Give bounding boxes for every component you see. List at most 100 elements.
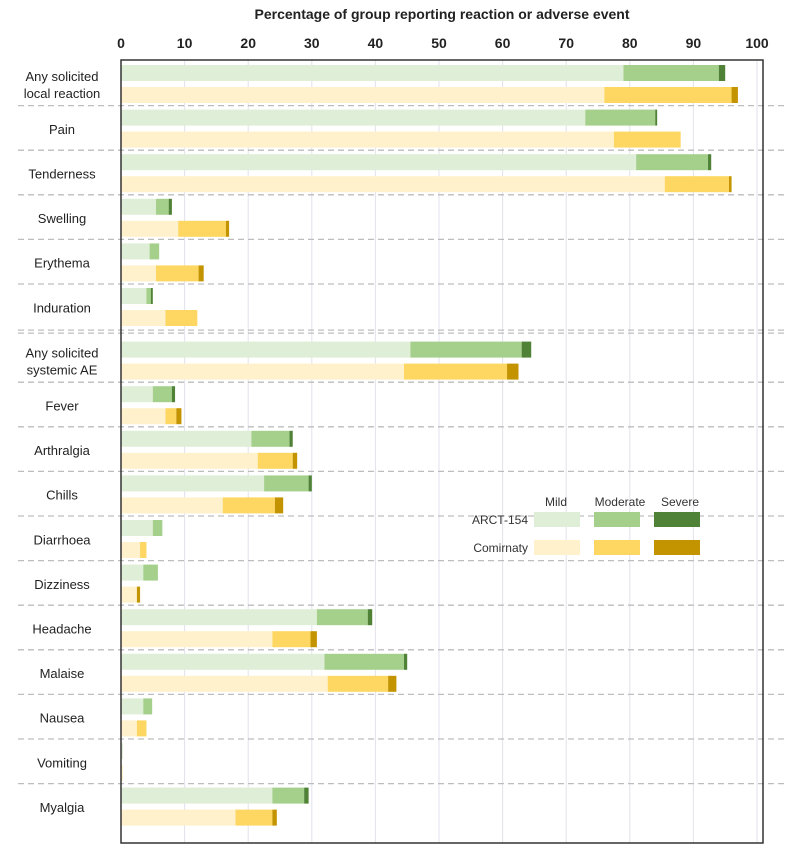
category-label: Fever — [45, 399, 79, 414]
bar-arct-mild — [121, 787, 273, 804]
bar-arct-mild — [121, 198, 156, 215]
bar-comirnaty-moderate — [140, 542, 147, 558]
bar-comirnaty-moderate — [613, 131, 681, 148]
x-tick-label: 60 — [495, 35, 511, 51]
bar-comirnaty-mild — [121, 720, 137, 737]
bar-comirnaty-moderate — [222, 497, 275, 514]
bar-arct-moderate — [585, 109, 656, 126]
x-tick-label: 100 — [745, 35, 769, 51]
bar-arct-mild — [121, 109, 586, 126]
x-tick-label: 50 — [431, 35, 447, 51]
bar-comirnaty-severe — [388, 675, 397, 692]
bar-arct-mild — [121, 65, 624, 81]
bar-comirnaty-severe — [731, 87, 738, 103]
bar-arct-severe — [304, 787, 309, 804]
bar-comirnaty-moderate — [165, 310, 198, 326]
bar-comirnaty-moderate — [272, 631, 311, 648]
bar-comirnaty-moderate — [155, 265, 199, 282]
bar-comirnaty-mild — [121, 809, 236, 826]
category-label: Any solicited — [26, 345, 99, 360]
bar-arct-mild — [121, 430, 252, 447]
bar-arct-moderate — [272, 787, 305, 804]
bar-arct-moderate — [149, 243, 160, 260]
bar-comirnaty-severe — [310, 631, 317, 648]
bar-comirnaty-mild — [121, 542, 141, 558]
category-label: Headache — [32, 622, 91, 637]
bar-arct-mild — [121, 386, 153, 403]
chart-title: Percentage of group reporting reaction o… — [254, 6, 630, 22]
legend-swatch — [594, 540, 640, 555]
bar-arct-moderate — [143, 564, 158, 581]
bar-arct-mild — [121, 520, 153, 536]
bar-arct-severe — [168, 198, 172, 215]
category-label: Erythema — [34, 256, 90, 271]
bar-arct-severe — [171, 386, 176, 403]
bar-arct-moderate — [152, 386, 172, 403]
bar-comirnaty-severe — [136, 586, 141, 603]
bar-comirnaty-mild — [121, 220, 179, 237]
bar-arct-mild — [121, 743, 123, 759]
category-label: Any solicited — [26, 69, 99, 84]
category-label: Diarrhoea — [33, 532, 91, 547]
x-tick-label: 90 — [686, 35, 702, 51]
bar-comirnaty-mild — [121, 675, 328, 692]
bar-arct-moderate — [623, 65, 719, 81]
bar-comirnaty-mild — [121, 452, 258, 469]
legend-severity-label: Mild — [545, 495, 567, 509]
bar-comirnaty-moderate — [136, 720, 147, 737]
plot-frame — [120, 59, 764, 844]
bar-comirnaty-moderate — [165, 408, 177, 425]
bar-arct-moderate — [324, 653, 405, 670]
x-tick-label: 80 — [622, 35, 638, 51]
legend-group-label: Comirnaty — [473, 541, 528, 555]
x-tick-label: 10 — [177, 35, 193, 51]
bar-comirnaty-severe — [729, 176, 732, 193]
legend-swatch — [534, 540, 580, 555]
legend-swatch — [654, 512, 700, 527]
bar-comirnaty-mild — [121, 265, 156, 282]
legend-group-label: ARCT-154 — [472, 513, 528, 527]
bar-arct-moderate — [264, 475, 309, 492]
bar-comirnaty-mild — [121, 765, 123, 781]
bar-comirnaty-severe — [507, 363, 519, 380]
bar-arct-severe — [308, 475, 312, 492]
legend-swatch — [654, 540, 700, 555]
category-label: Swelling — [38, 211, 86, 226]
legend-swatch — [534, 512, 580, 527]
bar-arct-severe — [718, 65, 726, 81]
x-tick-label: 40 — [368, 35, 384, 51]
legend-severity-label: Moderate — [595, 495, 646, 509]
bar-arct-moderate — [143, 698, 153, 715]
bar-arct-moderate — [636, 154, 709, 171]
bar-arct-mild — [121, 698, 144, 715]
category-label: Dizziness — [34, 577, 90, 592]
bar-arct-mild — [121, 564, 144, 581]
bar-arct-mild — [121, 288, 147, 304]
bar-arct-severe — [404, 653, 408, 670]
bar-comirnaty-severe — [198, 265, 204, 282]
category-label: Chills — [46, 488, 78, 503]
bar-arct-severe — [521, 341, 532, 358]
bar-arct-moderate — [146, 288, 151, 304]
bar-comirnaty-severe — [176, 408, 182, 425]
bar-comirnaty-moderate — [404, 363, 508, 380]
bar-arct-mild — [121, 341, 411, 358]
legend-swatch — [594, 512, 640, 527]
bar-comirnaty-severe — [272, 809, 277, 826]
bar-arct-mild — [121, 609, 317, 626]
bar-arct-severe — [289, 430, 293, 447]
bar-arct-mild — [121, 475, 265, 492]
bar-arct-moderate — [410, 341, 522, 358]
bar-comirnaty-moderate — [604, 87, 732, 103]
legend-severity-label: Severe — [661, 495, 699, 509]
bar-comirnaty-moderate — [235, 809, 273, 826]
x-tick-label: 30 — [304, 35, 320, 51]
bar-comirnaty-severe — [292, 452, 298, 469]
bar-arct-mild — [121, 154, 637, 171]
bar-arct-mild — [121, 243, 150, 260]
bar-comirnaty-severe — [274, 497, 284, 514]
bar-comirnaty-mild — [121, 497, 223, 514]
bar-comirnaty-moderate — [327, 675, 389, 692]
category-label: systemic AE — [27, 362, 98, 377]
